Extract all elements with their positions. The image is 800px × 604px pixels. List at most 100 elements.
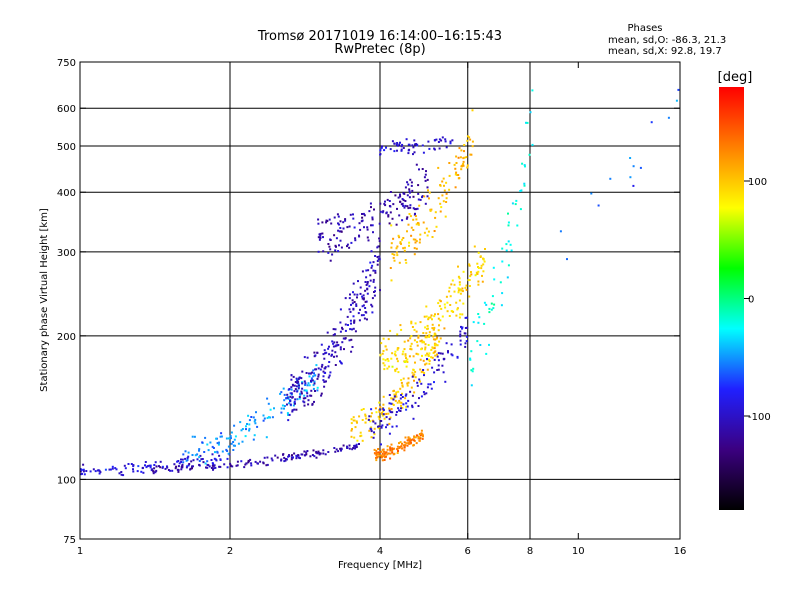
- scatter-point: [480, 264, 483, 267]
- scatter-point: [436, 336, 439, 339]
- scatter-point: [396, 448, 399, 451]
- scatter-point: [383, 202, 386, 205]
- scatter-point: [203, 451, 206, 453]
- scatter-point: [389, 205, 392, 208]
- scatter-point: [462, 160, 465, 163]
- scatter-point: [391, 425, 394, 428]
- scatter-point: [265, 464, 268, 467]
- scatter-point: [120, 471, 123, 473]
- scatter-point: [524, 165, 526, 168]
- scatter-point: [364, 413, 367, 416]
- scatter-point: [314, 354, 317, 357]
- scatter-point: [216, 442, 219, 445]
- scatter-point: [418, 397, 420, 400]
- scatter-point: [309, 394, 312, 397]
- scatter-point: [175, 465, 178, 468]
- scatter-point: [366, 282, 369, 285]
- scatter-point: [317, 236, 320, 239]
- scatter-point: [144, 464, 146, 467]
- scatter-point: [428, 335, 431, 338]
- scatter-point: [382, 350, 385, 352]
- scatter-point: [132, 470, 135, 473]
- y-tick-label: 300: [57, 248, 76, 259]
- scatter-point: [379, 353, 382, 356]
- scatter-point: [597, 204, 600, 207]
- scatter-point: [340, 230, 343, 233]
- scatter-point: [167, 469, 170, 471]
- scatter-point: [384, 345, 387, 348]
- scatter-point: [416, 381, 419, 384]
- scatter-point: [381, 414, 384, 417]
- scatter-point: [348, 339, 351, 342]
- scatter-point: [339, 348, 342, 351]
- scatter-point: [230, 431, 233, 434]
- colorbar-tick-label: -100: [748, 412, 771, 423]
- scatter-point: [359, 292, 362, 295]
- scatter-point: [410, 234, 413, 237]
- scatter-point: [424, 343, 427, 346]
- scatter-point: [437, 352, 440, 355]
- scatter-point: [240, 429, 243, 432]
- scatter-point: [270, 457, 273, 460]
- scatter-point: [442, 177, 445, 180]
- scatter-point: [174, 467, 177, 470]
- scatter-point: [427, 383, 430, 386]
- scatter-point: [394, 350, 397, 353]
- scatter-point: [476, 272, 479, 275]
- scatter-point: [438, 299, 441, 302]
- scatter-point: [523, 184, 526, 187]
- scatter-point: [507, 221, 510, 224]
- scatter-point: [346, 315, 349, 318]
- scatter-point: [422, 435, 424, 438]
- scatter-point: [413, 208, 416, 211]
- scatter-point: [372, 269, 375, 272]
- scatter-point: [426, 358, 428, 360]
- scatter-point: [415, 434, 418, 437]
- scatter-point: [406, 194, 409, 197]
- scatter-point: [151, 468, 154, 471]
- scatter-point: [350, 350, 353, 353]
- scatter-point: [303, 389, 306, 392]
- scatter-point: [328, 374, 331, 377]
- scatter-point: [390, 357, 393, 360]
- scatter-point: [398, 214, 401, 217]
- scatter-point: [283, 460, 286, 463]
- scatter-point: [450, 310, 453, 313]
- scatter-point: [335, 237, 338, 240]
- scatter-point: [407, 207, 410, 210]
- scatter-point: [198, 448, 201, 451]
- scatter-point: [297, 378, 300, 380]
- scatter-point: [321, 232, 324, 235]
- scatter-point: [211, 464, 214, 467]
- scatter-point: [403, 206, 406, 209]
- scatter-point: [463, 144, 466, 146]
- scatter-point: [310, 389, 313, 392]
- scatter-point: [369, 420, 372, 423]
- scatter-point: [459, 335, 462, 338]
- scatter-point: [141, 467, 144, 470]
- scatter-point: [378, 240, 381, 243]
- scatter-point: [460, 168, 463, 171]
- scatter-point: [380, 420, 383, 422]
- scatter-point: [406, 205, 409, 208]
- scatter-point: [290, 378, 293, 381]
- scatter-point: [237, 442, 240, 445]
- scatter-point: [436, 355, 439, 358]
- scatter-point: [136, 470, 139, 473]
- scatter-point: [424, 326, 427, 329]
- scatter-point: [493, 303, 496, 306]
- scatter-point: [339, 346, 342, 349]
- scatter-point: [507, 264, 510, 267]
- scatter-point: [412, 238, 415, 241]
- scatter-point: [327, 243, 330, 245]
- scatter-point: [369, 427, 372, 430]
- scatter-point: [391, 451, 394, 454]
- scatter-point: [328, 245, 331, 248]
- scatter-point: [288, 402, 291, 405]
- scatter-point: [392, 256, 395, 259]
- scatter-point: [266, 463, 269, 466]
- scatter-point: [362, 297, 365, 300]
- scatter-point: [307, 399, 310, 402]
- data-points: [79, 88, 680, 477]
- colorbar: [719, 87, 744, 510]
